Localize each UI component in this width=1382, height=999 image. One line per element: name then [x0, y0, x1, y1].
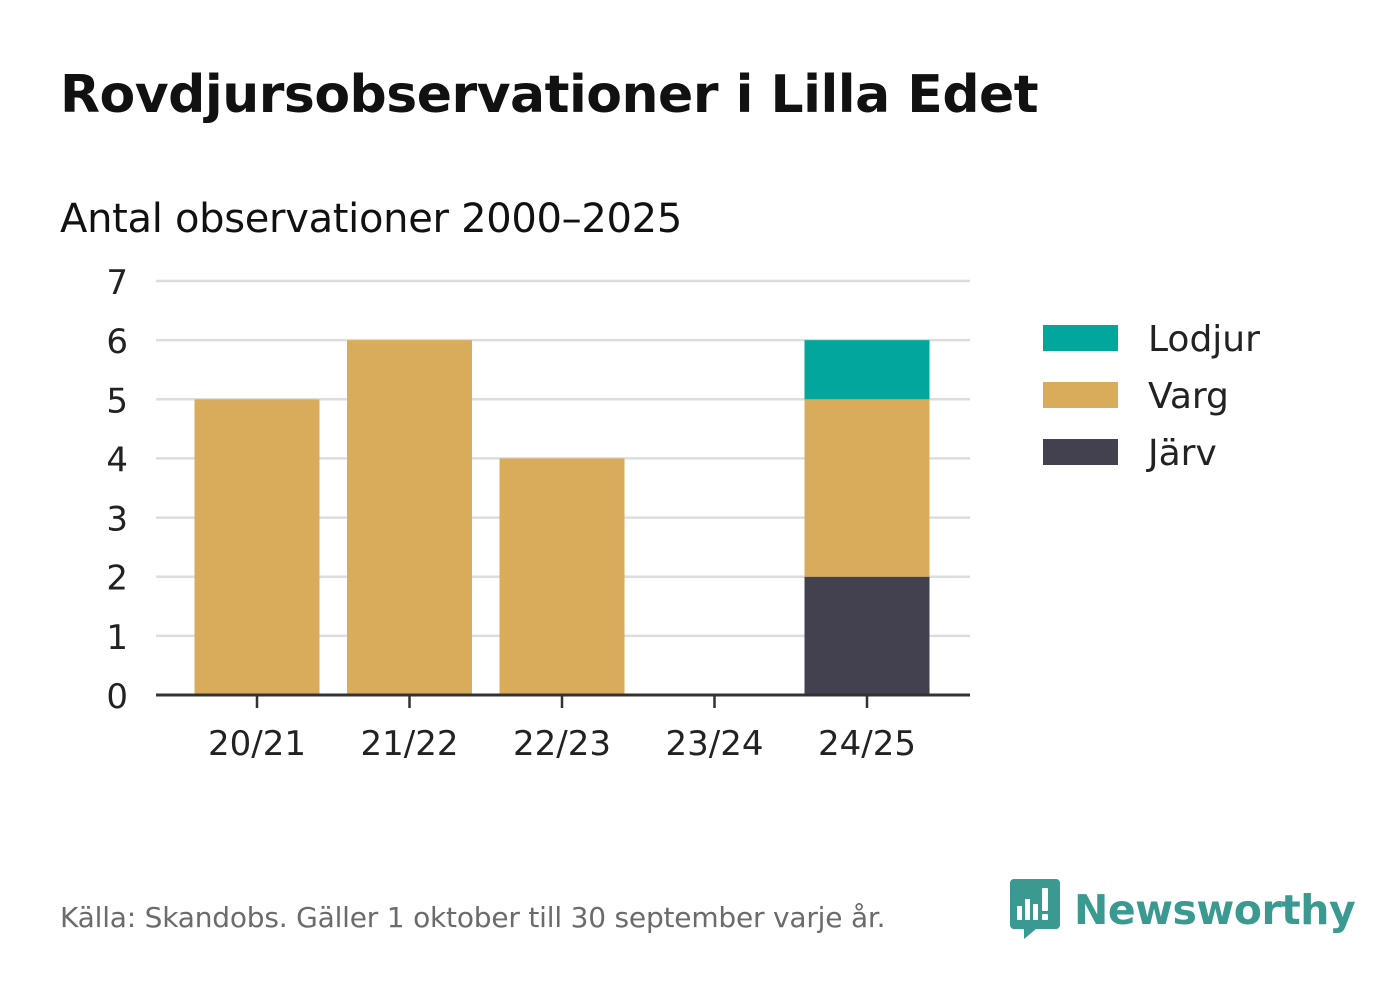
bar-segment: [804, 576, 930, 695]
bar-segment: [804, 340, 930, 400]
legend: Lodjur Varg Järv: [1043, 319, 1260, 474]
y-tick-label: 6: [106, 322, 128, 362]
legend-label: Lodjur: [1148, 319, 1260, 360]
brand-name: Newsworthy: [1074, 886, 1356, 934]
y-tick-label: 0: [106, 677, 128, 717]
y-tick-label: 1: [106, 618, 128, 658]
x-tick-label: 21/22: [361, 724, 459, 764]
source-note: Källa: Skandobs. Gäller 1 oktober till 3…: [60, 901, 886, 934]
legend-label: Varg: [1148, 376, 1229, 417]
bar-segment: [499, 458, 625, 695]
page-title: Rovdjursobservationer i Lilla Edet: [60, 65, 1039, 125]
x-tick-label: 20/21: [208, 724, 306, 764]
legend-label: Järv: [1146, 433, 1217, 474]
x-tick-label: 24/25: [818, 724, 916, 764]
x-tick-label: 22/23: [513, 724, 611, 764]
y-tick-label: 5: [106, 381, 128, 421]
y-tick-label: 2: [106, 559, 128, 599]
axes: 0 1 2 3 4 5 6 7 20/21 21/22 22/23 23/24 24/25: [106, 263, 970, 764]
bars: [194, 340, 930, 695]
bar-chart: 0 1 2 3 4 5 6 7 20/21 21/22 22/23 23/24 24/25 Lodjur…: [106, 263, 1260, 764]
brand-logo: Newsworthy: [1010, 878, 1356, 942]
newsworthy-logo-icon: [1010, 879, 1060, 939]
y-tick-label: 7: [106, 263, 128, 303]
chart-subtitle: Antal observationer 2000–2025: [60, 196, 682, 242]
bar-segment: [347, 340, 472, 695]
bar-segment: [804, 399, 930, 577]
bar-segment: [194, 399, 320, 695]
legend-swatch: [1043, 382, 1118, 408]
x-tick-label: 23/24: [666, 724, 764, 764]
legend-swatch: [1043, 325, 1118, 351]
y-tick-label: 4: [106, 440, 128, 480]
legend-swatch: [1043, 439, 1118, 465]
y-tick-label: 3: [106, 500, 128, 540]
